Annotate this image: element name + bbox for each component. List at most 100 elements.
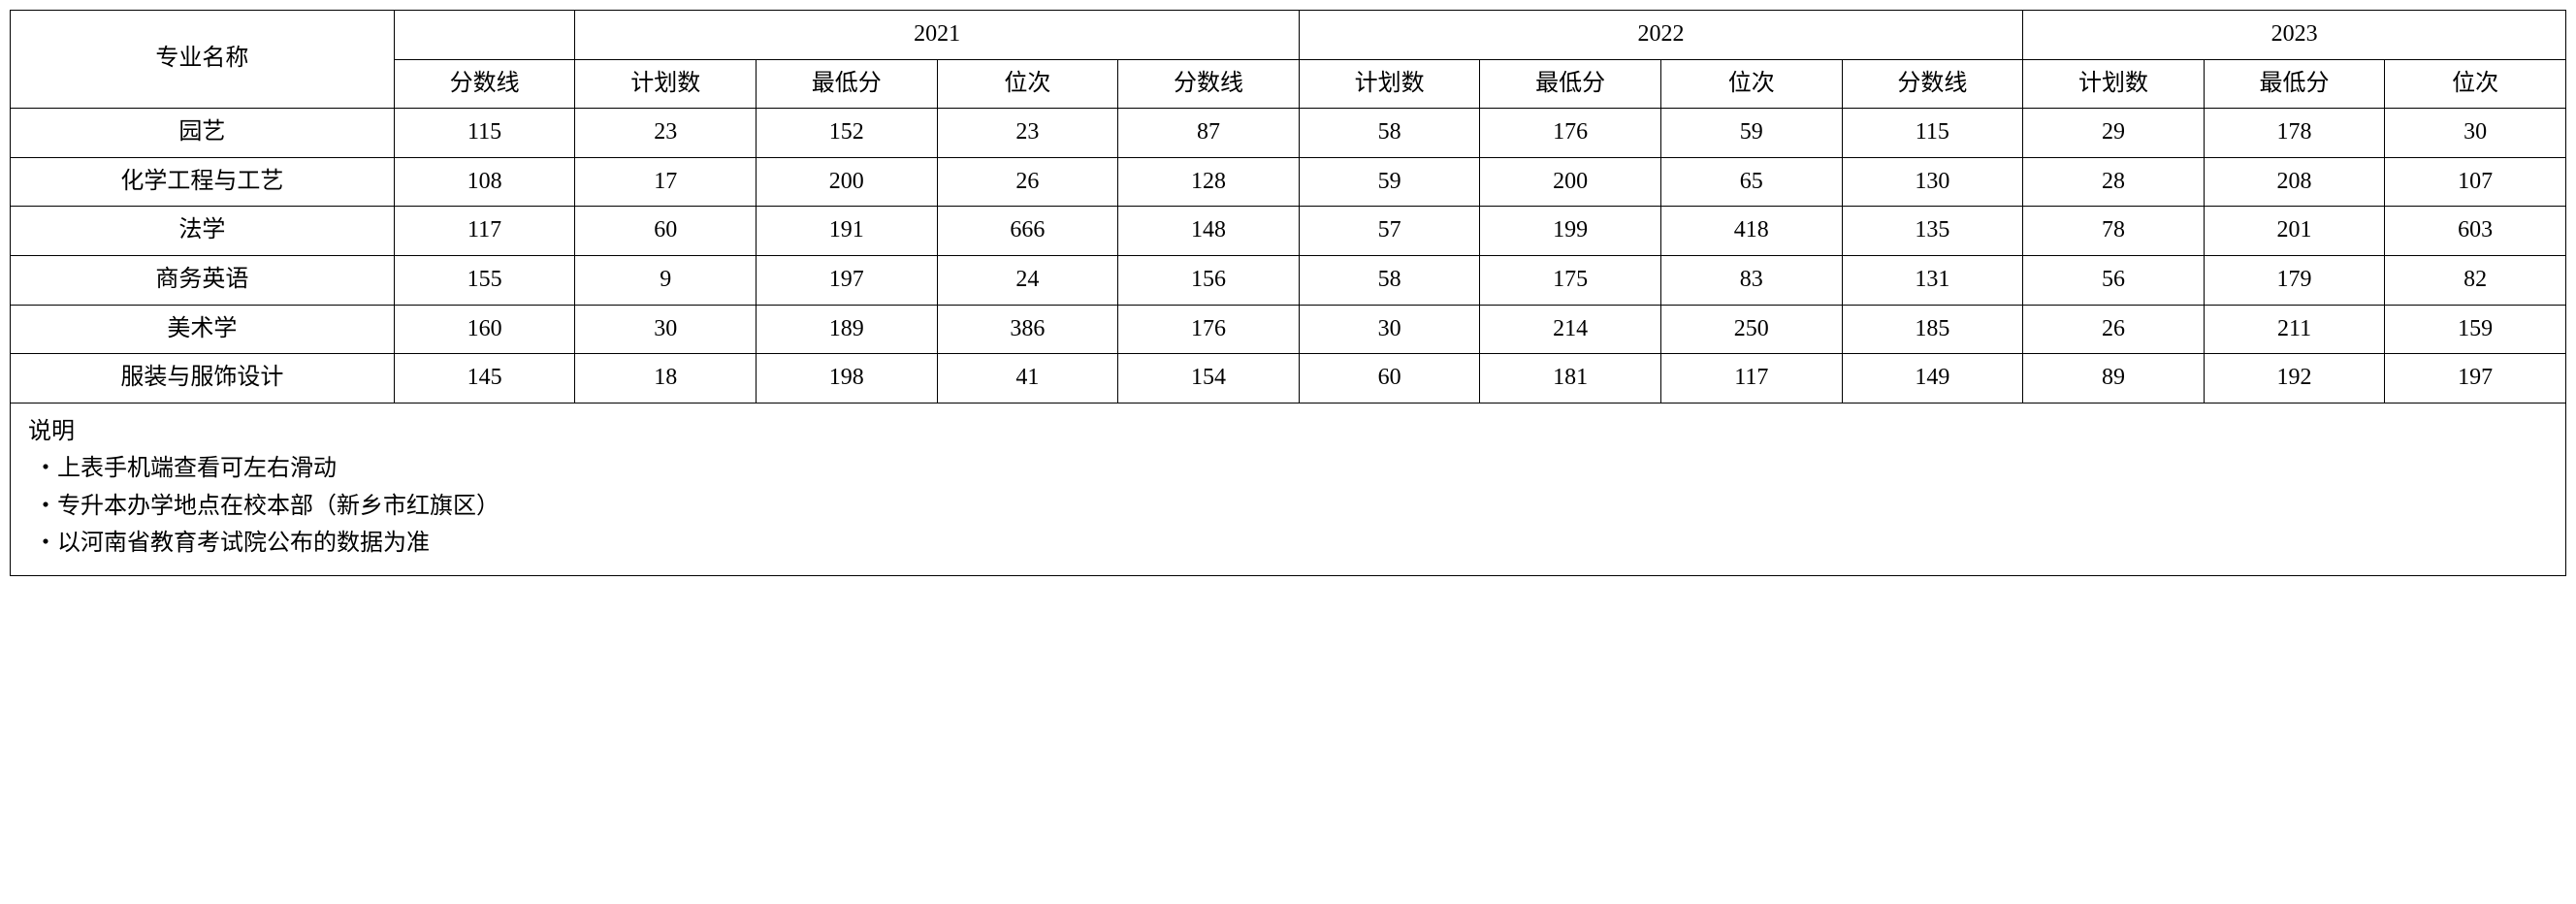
cell-value: 185 (1842, 305, 2023, 354)
notes-line-2: ・专升本办学地点在校本部（新乡市红旗区） (28, 488, 2548, 525)
table-row: 园艺11523152238758176591152917830 (11, 109, 2566, 158)
cell-value: 211 (2204, 305, 2385, 354)
cell-value: 189 (757, 305, 938, 354)
cell-value: 17 (575, 157, 757, 207)
table-row: 服装与服饰设计14518198411546018111714989192197 (11, 354, 2566, 404)
cell-value: 201 (2204, 207, 2385, 256)
table-body: 园艺11523152238758176591152917830化学工程与工艺10… (11, 109, 2566, 404)
table-row: 化学工程与工艺1081720026128592006513028208107 (11, 157, 2566, 207)
table-row: 美术学160301893861763021425018526211159 (11, 305, 2566, 354)
col-major-name: 专业名称 (11, 11, 395, 109)
cell-value: 192 (2204, 354, 2385, 404)
cell-value: 603 (2385, 207, 2566, 256)
cell-value: 58 (1299, 255, 1480, 305)
cell-value: 28 (2023, 157, 2205, 207)
cell-value: 135 (1842, 207, 2023, 256)
cell-value: 18 (575, 354, 757, 404)
cell-value: 83 (1660, 255, 1842, 305)
cell-value: 107 (2385, 157, 2566, 207)
cell-value: 9 (575, 255, 757, 305)
cell-value: 57 (1299, 207, 1480, 256)
cell-value: 115 (1842, 109, 2023, 158)
cell-value: 29 (2023, 109, 2205, 158)
cell-value: 250 (1660, 305, 1842, 354)
cell-value: 60 (575, 207, 757, 256)
cell-value: 26 (937, 157, 1118, 207)
notes-line-1: ・上表手机端查看可左右滑动 (28, 450, 2548, 487)
cell-value: 200 (1480, 157, 1661, 207)
cell-value: 152 (757, 109, 938, 158)
cell-major: 化学工程与工艺 (11, 157, 395, 207)
col-2022-cutoff: 分数线 (1842, 59, 2023, 109)
cell-value: 26 (2023, 305, 2205, 354)
cell-value: 155 (394, 255, 575, 305)
cell-major: 美术学 (11, 305, 395, 354)
col-2022-plan: 计划数 (1299, 59, 1480, 109)
cell-value: 60 (1299, 354, 1480, 404)
table-row: 商务英语15591972415658175831315617982 (11, 255, 2566, 305)
cell-value: 117 (1660, 354, 1842, 404)
cell-value: 87 (1118, 109, 1300, 158)
col-2023-rank: 位次 (2385, 59, 2566, 109)
cell-value: 149 (1842, 354, 2023, 404)
cell-value: 199 (1480, 207, 1661, 256)
col-year-2021: 2021 (575, 11, 1299, 60)
cell-value: 115 (394, 109, 575, 158)
col-cutoff-0: 分数线 (394, 59, 575, 109)
header-row-2: 分数线 计划数 最低分 位次 分数线 计划数 最低分 位次 分数线 计划数 最低… (11, 59, 2566, 109)
cell-value: 181 (1480, 354, 1661, 404)
cell-value: 108 (394, 157, 575, 207)
cell-value: 159 (2385, 305, 2566, 354)
col-2021-plan: 计划数 (575, 59, 757, 109)
cell-value: 160 (394, 305, 575, 354)
cell-value: 30 (2385, 109, 2566, 158)
notes-line-3: ・以河南省教育考试院公布的数据为准 (28, 525, 2548, 562)
cell-value: 198 (757, 354, 938, 404)
cell-major: 服装与服饰设计 (11, 354, 395, 404)
table-row: 法学117601916661485719941813578201603 (11, 207, 2566, 256)
cell-value: 23 (937, 109, 1118, 158)
col-blank-year (394, 11, 575, 60)
cell-value: 89 (2023, 354, 2205, 404)
cell-value: 178 (2204, 109, 2385, 158)
cell-value: 82 (2385, 255, 2566, 305)
table-footer: 说明 ・上表手机端查看可左右滑动 ・专升本办学地点在校本部（新乡市红旗区） ・以… (11, 403, 2566, 576)
notes-cell: 说明 ・上表手机端查看可左右滑动 ・专升本办学地点在校本部（新乡市红旗区） ・以… (11, 403, 2566, 576)
cell-value: 56 (2023, 255, 2205, 305)
cell-value: 131 (1842, 255, 2023, 305)
col-2021-rank: 位次 (937, 59, 1118, 109)
cell-value: 41 (937, 354, 1118, 404)
cell-value: 58 (1299, 109, 1480, 158)
cell-value: 214 (1480, 305, 1661, 354)
col-2021-min: 最低分 (757, 59, 938, 109)
cell-value: 24 (937, 255, 1118, 305)
cell-value: 78 (2023, 207, 2205, 256)
table-header: 专业名称 2021 2022 2023 分数线 计划数 最低分 位次 分数线 计… (11, 11, 2566, 109)
cell-value: 176 (1118, 305, 1300, 354)
col-2022-rank: 位次 (1660, 59, 1842, 109)
cell-value: 145 (394, 354, 575, 404)
cell-value: 65 (1660, 157, 1842, 207)
cell-value: 208 (2204, 157, 2385, 207)
col-2023-plan: 计划数 (2023, 59, 2205, 109)
cell-value: 176 (1480, 109, 1661, 158)
cell-major: 商务英语 (11, 255, 395, 305)
col-2022-min: 最低分 (1480, 59, 1661, 109)
col-year-2022: 2022 (1299, 11, 2022, 60)
cell-value: 23 (575, 109, 757, 158)
cell-value: 59 (1660, 109, 1842, 158)
admissions-table: 专业名称 2021 2022 2023 分数线 计划数 最低分 位次 分数线 计… (10, 10, 2566, 576)
cell-value: 59 (1299, 157, 1480, 207)
cell-value: 175 (1480, 255, 1661, 305)
notes-title: 说明 (28, 413, 2548, 450)
cell-value: 148 (1118, 207, 1300, 256)
cell-value: 30 (1299, 305, 1480, 354)
cell-value: 117 (394, 207, 575, 256)
cell-value: 666 (937, 207, 1118, 256)
header-row-1: 专业名称 2021 2022 2023 (11, 11, 2566, 60)
cell-value: 200 (757, 157, 938, 207)
col-2021-cutoff: 分数线 (1118, 59, 1300, 109)
cell-value: 197 (757, 255, 938, 305)
col-2023-min: 最低分 (2204, 59, 2385, 109)
cell-major: 法学 (11, 207, 395, 256)
